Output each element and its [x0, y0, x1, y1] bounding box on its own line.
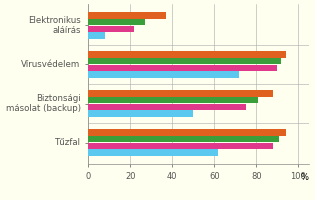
Bar	[88, 51, 286, 58]
Bar	[88, 129, 286, 136]
Bar	[88, 90, 273, 97]
Bar	[88, 104, 246, 110]
Bar	[88, 143, 273, 149]
Text: %: %	[301, 173, 308, 182]
Bar	[88, 65, 277, 71]
Bar	[88, 58, 281, 64]
Bar	[88, 110, 193, 117]
Bar	[88, 26, 135, 32]
Legend: 1–9 fő, 10–19 fő, 20–49 fő, 50 fő feletti: 1–9 fő, 10–19 fő, 20–49 fő, 50 fő felett…	[106, 197, 291, 200]
Bar	[88, 97, 258, 103]
Bar	[88, 149, 218, 156]
Bar	[88, 71, 239, 78]
Bar	[88, 12, 166, 19]
Bar	[88, 32, 105, 39]
Bar	[88, 19, 145, 25]
Bar	[88, 136, 279, 142]
